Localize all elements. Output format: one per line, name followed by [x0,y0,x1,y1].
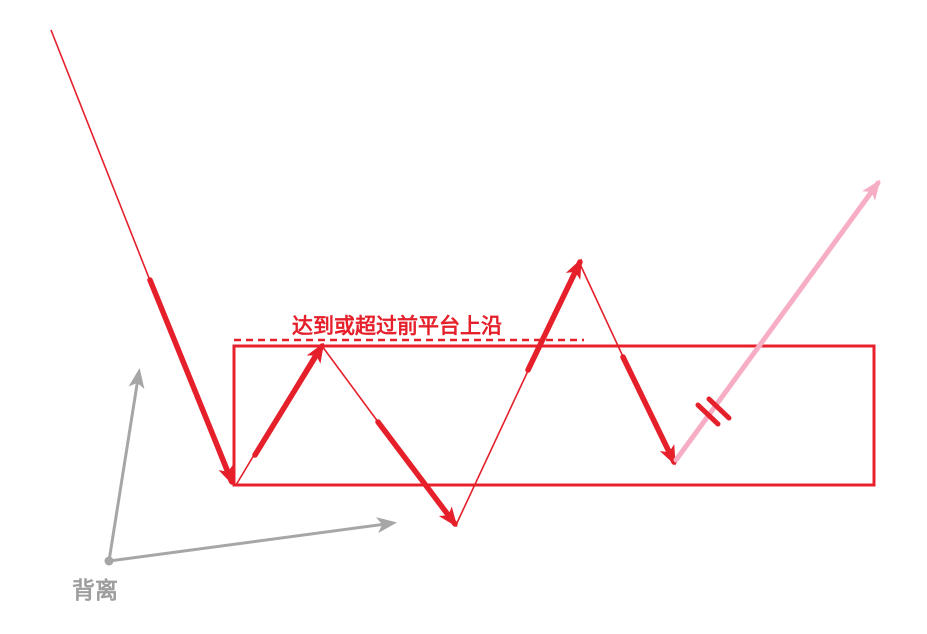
thin-price-path [50,29,672,526]
second-decline-arrow [375,419,458,528]
divergence-label: 背离 [72,577,118,604]
divergence-horizontal-arrow [108,517,397,563]
divergence-vertical-arrow [107,368,145,562]
double-slash-icon [695,396,732,427]
divergence-axes [104,368,397,566]
breakout-rise-arrow [525,258,583,373]
divergence-origin-dot [104,556,114,566]
upper-edge-label: 达到或超过前平台上沿 [292,314,502,338]
pullback-decline-arrow [620,354,677,466]
thick-price-arrows [147,258,677,528]
initial-decline-arrow [147,277,235,486]
projected-rise-arrow [673,179,881,463]
platform-box [232,344,876,487]
first-rebound-arrow [252,342,325,458]
